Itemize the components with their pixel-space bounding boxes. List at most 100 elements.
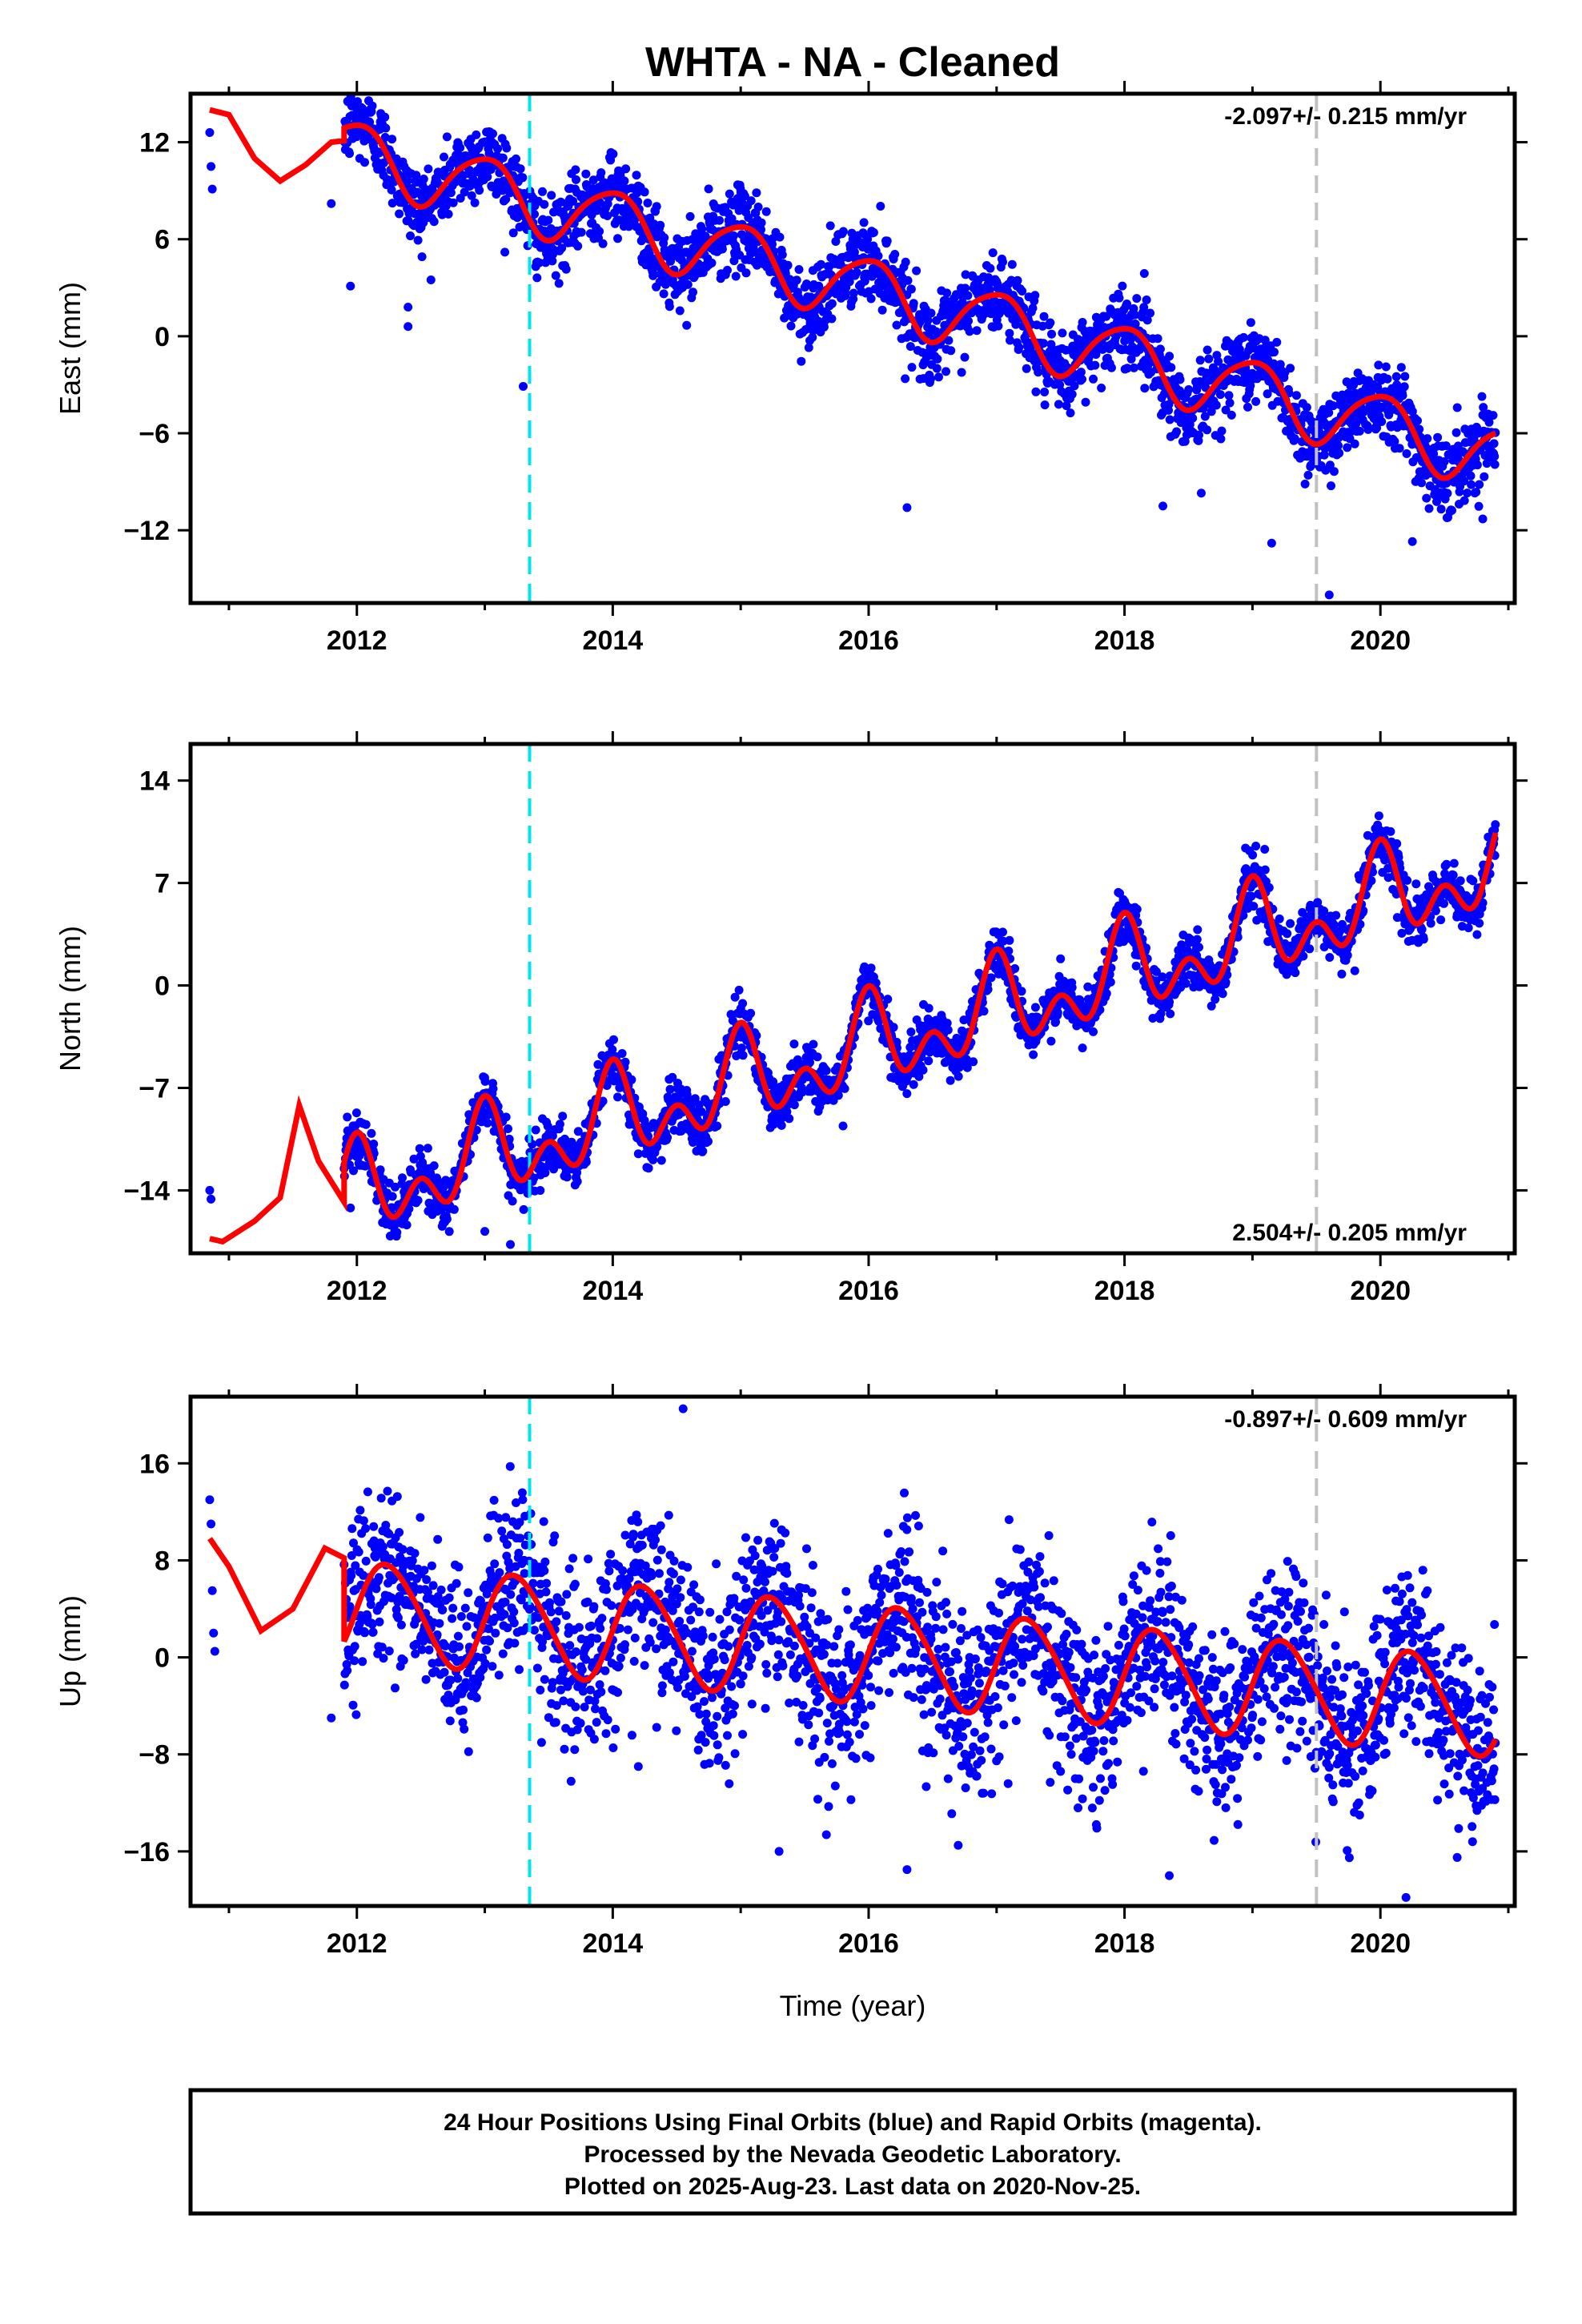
data-point bbox=[1264, 883, 1274, 892]
data-point bbox=[1066, 408, 1075, 418]
data-point bbox=[757, 225, 765, 235]
data-point bbox=[392, 1228, 402, 1237]
data-point bbox=[827, 314, 837, 324]
data-point bbox=[665, 302, 674, 312]
data-point bbox=[986, 263, 995, 273]
data-point bbox=[737, 1043, 746, 1053]
data-point bbox=[752, 188, 761, 198]
data-point bbox=[845, 277, 854, 287]
data-point bbox=[1078, 318, 1087, 327]
data-point bbox=[500, 247, 510, 257]
data-point bbox=[1203, 425, 1212, 435]
data-point bbox=[1355, 919, 1365, 929]
data-point bbox=[785, 1114, 794, 1124]
data-point bbox=[603, 211, 612, 220]
data-point bbox=[415, 1144, 424, 1153]
data-point bbox=[1443, 489, 1452, 498]
data-point bbox=[598, 239, 608, 248]
data-point bbox=[1305, 944, 1315, 954]
data-point bbox=[943, 1025, 953, 1035]
data-point bbox=[983, 985, 993, 994]
data-point bbox=[660, 233, 669, 243]
data-point bbox=[802, 279, 811, 288]
data-point bbox=[1204, 354, 1214, 364]
data-point bbox=[1246, 381, 1255, 391]
data-point bbox=[873, 251, 883, 261]
data-point bbox=[1156, 1009, 1166, 1019]
data-point bbox=[1334, 441, 1343, 450]
data-point bbox=[1402, 449, 1411, 458]
data-point bbox=[375, 1165, 385, 1175]
data-point bbox=[907, 363, 917, 372]
data-point bbox=[596, 168, 606, 178]
data-point bbox=[617, 1049, 627, 1058]
data-point bbox=[1122, 300, 1131, 308]
x-tick-label: 2018 bbox=[1094, 625, 1155, 656]
data-point bbox=[595, 227, 604, 236]
data-point bbox=[349, 1166, 358, 1176]
data-point bbox=[1482, 459, 1492, 468]
data-point bbox=[1374, 360, 1383, 370]
data-point bbox=[1046, 1036, 1056, 1046]
data-point bbox=[446, 188, 456, 198]
data-point bbox=[1251, 396, 1261, 406]
data-point bbox=[909, 299, 918, 308]
data-point bbox=[1472, 460, 1482, 470]
data-point bbox=[890, 250, 900, 259]
data-point bbox=[713, 1121, 722, 1131]
data-point bbox=[572, 175, 580, 184]
data-point bbox=[746, 1008, 756, 1018]
model-fit-line bbox=[209, 107, 1497, 481]
data-point bbox=[554, 279, 564, 288]
data-point bbox=[1467, 480, 1476, 489]
data-point bbox=[492, 190, 501, 199]
data-point bbox=[621, 164, 631, 174]
data-point bbox=[558, 1112, 568, 1121]
data-point bbox=[652, 202, 661, 211]
data-point bbox=[460, 187, 469, 197]
data-point bbox=[1460, 476, 1469, 486]
data-point bbox=[962, 1063, 972, 1072]
data-point bbox=[656, 220, 665, 230]
data-point bbox=[901, 374, 910, 384]
data-point bbox=[1224, 391, 1234, 400]
data-point bbox=[442, 132, 452, 142]
data-point bbox=[576, 227, 586, 237]
data-point bbox=[572, 1168, 582, 1177]
data-point bbox=[1083, 982, 1093, 991]
data-point bbox=[1335, 448, 1344, 458]
data-point bbox=[1164, 400, 1174, 409]
data-point bbox=[1070, 381, 1079, 391]
data-point bbox=[1130, 320, 1140, 328]
data-point bbox=[608, 149, 618, 159]
data-point bbox=[360, 158, 369, 167]
data-point bbox=[1106, 977, 1115, 987]
data-point bbox=[1227, 410, 1236, 420]
data-point bbox=[942, 288, 952, 298]
data-point bbox=[926, 374, 935, 384]
data-point bbox=[1363, 424, 1373, 434]
data-point bbox=[548, 256, 557, 266]
data-point bbox=[1249, 902, 1259, 911]
data-point bbox=[985, 285, 994, 295]
data-point bbox=[1004, 947, 1014, 955]
data-point bbox=[869, 227, 878, 237]
data-point bbox=[1299, 951, 1308, 961]
data-point bbox=[859, 218, 869, 227]
data-point bbox=[1248, 850, 1258, 860]
data-point bbox=[792, 275, 801, 285]
data-point bbox=[1078, 375, 1086, 384]
data-point bbox=[734, 985, 744, 995]
data-point bbox=[380, 133, 390, 142]
data-point bbox=[1325, 460, 1335, 470]
data-point bbox=[391, 1182, 400, 1192]
data-point bbox=[1436, 505, 1446, 514]
data-point bbox=[581, 1157, 591, 1167]
data-point bbox=[1381, 362, 1391, 372]
data-point bbox=[608, 1045, 617, 1055]
data-point bbox=[689, 287, 697, 297]
data-point bbox=[627, 1075, 636, 1084]
data-point bbox=[1350, 439, 1359, 448]
data-point bbox=[504, 1124, 512, 1133]
data-point bbox=[738, 999, 748, 1008]
